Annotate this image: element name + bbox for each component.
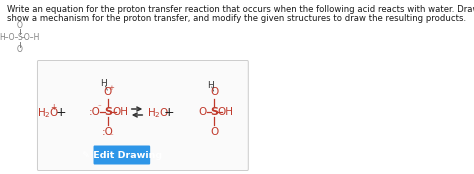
Text: show a mechanism for the proton transfer, and modify the given structures to dra: show a mechanism for the proton transfer… bbox=[8, 14, 466, 23]
Text: +: + bbox=[108, 85, 114, 91]
Text: H: H bbox=[207, 81, 213, 89]
Text: S: S bbox=[17, 34, 22, 42]
Text: S: S bbox=[104, 107, 112, 117]
Text: OH: OH bbox=[112, 107, 128, 117]
Text: H–O–: H–O– bbox=[0, 34, 18, 42]
Text: H: H bbox=[100, 80, 107, 89]
Text: –O–H: –O–H bbox=[21, 34, 40, 42]
Text: :O: :O bbox=[102, 127, 114, 137]
FancyBboxPatch shape bbox=[37, 61, 248, 171]
Text: O: O bbox=[17, 22, 23, 30]
Text: +: + bbox=[56, 106, 66, 120]
Text: OH: OH bbox=[218, 107, 234, 117]
Text: +: + bbox=[50, 102, 56, 112]
Text: S: S bbox=[210, 107, 218, 117]
Text: Write an equation for the proton transfer reaction that occurs when the followin: Write an equation for the proton transfe… bbox=[8, 5, 474, 14]
Text: O: O bbox=[198, 107, 207, 117]
Text: O: O bbox=[210, 87, 218, 97]
Text: O: O bbox=[210, 127, 218, 137]
Text: O: O bbox=[104, 87, 112, 97]
Text: O: O bbox=[17, 45, 23, 54]
Text: ⁻: ⁻ bbox=[98, 104, 101, 110]
Text: :O: :O bbox=[89, 107, 101, 117]
Text: H$_2$O: H$_2$O bbox=[147, 106, 170, 120]
Text: ✎ Edit Drawing: ✎ Edit Drawing bbox=[82, 151, 162, 160]
Text: ⁻: ⁻ bbox=[109, 133, 113, 139]
Text: +: + bbox=[164, 106, 174, 120]
Text: H$_2$O: H$_2$O bbox=[37, 106, 59, 120]
FancyBboxPatch shape bbox=[93, 145, 150, 164]
